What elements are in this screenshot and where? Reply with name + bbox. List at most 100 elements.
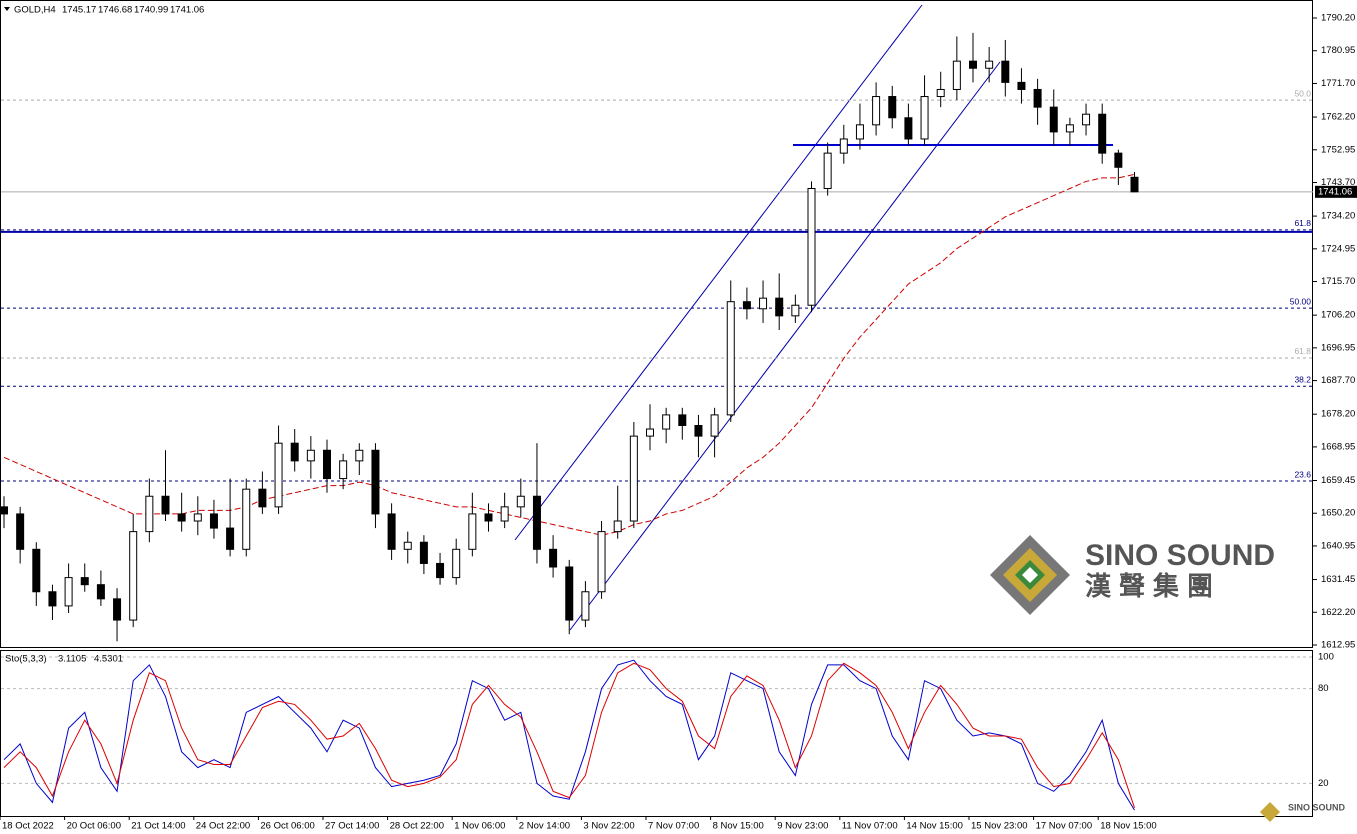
candle-body bbox=[710, 414, 719, 437]
y-tick-label: 1631.45 bbox=[1321, 574, 1355, 585]
header-low: 1740.99 bbox=[134, 5, 168, 16]
candle-body bbox=[1065, 124, 1074, 133]
x-tick-label: 27 Oct 14:00 bbox=[325, 821, 379, 832]
y-tick-label: 1771.70 bbox=[1321, 78, 1355, 89]
candle-body bbox=[791, 304, 800, 317]
stoch-value: 3.1105 bbox=[58, 654, 86, 665]
y-tick-label: 1715.70 bbox=[1321, 276, 1355, 287]
candle-body bbox=[936, 88, 945, 98]
x-tick-label: 1 Nov 06:00 bbox=[454, 821, 505, 832]
candle-body bbox=[339, 460, 348, 480]
y-tick-label: 1752.95 bbox=[1321, 144, 1355, 155]
x-tick-label: 11 Nov 07:00 bbox=[842, 821, 898, 832]
candle-body bbox=[1098, 113, 1107, 154]
candle-body bbox=[96, 584, 105, 600]
y-tick-label: 1687.70 bbox=[1321, 375, 1355, 386]
x-tick-label: 9 Nov 23:00 bbox=[777, 821, 828, 832]
candle-body bbox=[113, 598, 122, 621]
candle-body bbox=[726, 301, 735, 416]
moving-average bbox=[3, 173, 1135, 536]
level-label: 50.0 bbox=[1294, 88, 1311, 98]
channel-line bbox=[514, 4, 923, 541]
candle-body bbox=[145, 495, 154, 533]
candle-body bbox=[387, 513, 396, 550]
candle-body bbox=[323, 449, 331, 480]
candle-body bbox=[549, 548, 558, 568]
y-tick-label: 1734.20 bbox=[1321, 211, 1355, 222]
candle-body bbox=[1114, 152, 1123, 168]
logo-title: SINO SOUND bbox=[1085, 539, 1275, 572]
candle-body bbox=[209, 513, 218, 529]
y-tick-label: 1678.20 bbox=[1321, 409, 1355, 420]
y-tick-label: 1780.95 bbox=[1321, 45, 1355, 56]
price-panel bbox=[0, 0, 1313, 648]
candle-body bbox=[759, 297, 768, 310]
level-label: 61.8 bbox=[1294, 218, 1311, 228]
candle-body bbox=[1082, 113, 1091, 126]
stoch-line bbox=[3, 659, 1135, 811]
candle-body bbox=[694, 425, 703, 437]
candle-body bbox=[226, 527, 235, 550]
candle-body bbox=[742, 301, 751, 310]
candle-body bbox=[129, 531, 138, 621]
candle-body bbox=[904, 117, 913, 140]
candle-body bbox=[823, 152, 832, 190]
logo-small-title: SINO SOUND bbox=[1288, 802, 1346, 812]
x-tick-label: 18 Nov 15:00 bbox=[1100, 821, 1157, 832]
candle-body bbox=[565, 566, 574, 621]
candle-body bbox=[500, 506, 509, 522]
header-high: 1746.68 bbox=[98, 5, 132, 16]
y-tick-label: 1706.20 bbox=[1321, 310, 1355, 321]
x-tick-label: 26 Oct 06:00 bbox=[260, 821, 314, 832]
candle-body bbox=[888, 96, 897, 119]
candle-body bbox=[193, 513, 202, 522]
x-tick-label: 28 Oct 22:00 bbox=[390, 821, 444, 832]
candle-body bbox=[678, 414, 687, 427]
candle-body bbox=[484, 513, 493, 522]
y-tick-label: 1612.95 bbox=[1321, 640, 1355, 651]
y-tick-label: 1622.20 bbox=[1321, 607, 1355, 618]
candle-body bbox=[629, 435, 638, 522]
y-tick-label: 1650.20 bbox=[1321, 508, 1355, 519]
candle-body bbox=[48, 591, 57, 607]
logo-small bbox=[1260, 802, 1280, 822]
stoch-line bbox=[3, 662, 1135, 809]
candle-body bbox=[597, 531, 606, 593]
candle-body bbox=[581, 591, 590, 621]
stoch-tick-label: 80 bbox=[1318, 683, 1329, 694]
x-tick-label: 20 Oct 06:00 bbox=[67, 821, 121, 832]
logo-diamond bbox=[1022, 567, 1038, 583]
candle-body bbox=[985, 60, 994, 69]
x-tick-label: 2 Nov 14:00 bbox=[519, 821, 570, 832]
x-tick-label: 24 Oct 22:00 bbox=[196, 821, 250, 832]
x-tick-label: 14 Nov 15:00 bbox=[906, 821, 963, 832]
x-tick-label: 15 Nov 23:00 bbox=[971, 821, 1028, 832]
candle-body bbox=[839, 138, 848, 154]
y-tick-label: 1790.20 bbox=[1321, 13, 1355, 24]
candle-body bbox=[1033, 88, 1042, 108]
y-tick-label: 1696.95 bbox=[1321, 342, 1355, 353]
level-label: 61.8 bbox=[1294, 346, 1311, 356]
stoch-value: 4.5301 bbox=[94, 654, 123, 665]
candle-body bbox=[355, 449, 364, 462]
candle-body bbox=[258, 488, 267, 508]
candle-body bbox=[516, 495, 525, 508]
candle-body bbox=[161, 495, 170, 515]
logo-subtitle: 漢聲集團 bbox=[1085, 571, 1221, 601]
stochastic-panel bbox=[0, 650, 1313, 817]
candle-body bbox=[0, 506, 8, 515]
logo: SINO SOUND 漢聲集團 SINO SOUND bbox=[990, 535, 1346, 822]
candle-body bbox=[1130, 176, 1139, 193]
candle-body bbox=[371, 449, 380, 515]
candle-body bbox=[177, 513, 186, 522]
price-tag bbox=[1315, 185, 1357, 198]
stoch-tick-label: 20 bbox=[1318, 778, 1329, 789]
y-tick-label: 1724.95 bbox=[1321, 243, 1355, 254]
x-tick-label: 18 Oct 2022 bbox=[2, 821, 54, 832]
x-tick-label: 3 Nov 22:00 bbox=[583, 821, 634, 832]
channel-line bbox=[569, 61, 1001, 631]
header-close: 1741.06 bbox=[170, 5, 204, 16]
price-tag-label: 1741.06 bbox=[1318, 186, 1352, 197]
candle-body bbox=[1001, 60, 1010, 83]
